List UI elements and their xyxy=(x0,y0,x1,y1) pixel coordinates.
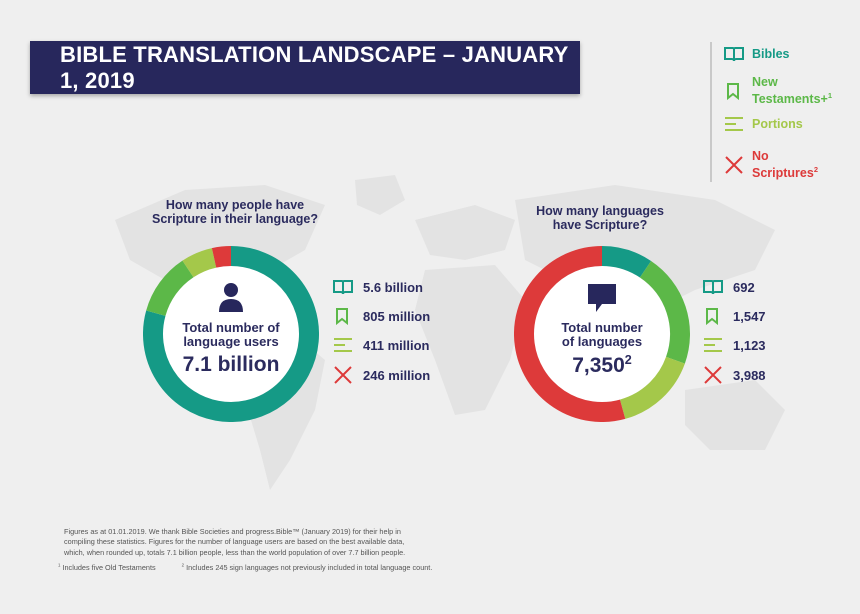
people-total: 7.1 billion xyxy=(182,353,280,376)
lines-icon xyxy=(334,338,352,352)
legend-no-scriptures-line2: Scriptures xyxy=(752,166,814,181)
languages-donut-chart xyxy=(514,246,690,422)
languages-stat-portions-value: 1,123 xyxy=(733,337,766,353)
people-stat-new-testaments-value: 805 million xyxy=(363,308,431,324)
legend-new-testaments-line2: Testaments+ xyxy=(752,92,828,107)
legend-bibles-label: Bibles xyxy=(752,46,790,61)
languages-stat-portions: 1,123 xyxy=(703,337,766,353)
footnote-note1: Includes five Old Testaments xyxy=(60,563,156,573)
languages-total: 7,350 xyxy=(572,354,625,377)
people-stat-bibles-value: 5.6 billion xyxy=(363,279,423,295)
open-book-icon xyxy=(703,280,723,295)
people-question: How many people have Scripture in their … xyxy=(130,198,340,226)
bookmark-icon xyxy=(727,83,739,101)
cross-icon xyxy=(725,156,743,174)
lines-icon xyxy=(704,338,722,352)
cross-icon xyxy=(334,366,352,384)
legend-new-testaments: New Testaments+1 xyxy=(724,76,832,106)
people-stat-no-scriptures-value: 246 million xyxy=(363,367,431,383)
languages-stat-no-scriptures-value: 3,988 xyxy=(733,367,766,383)
languages-donut-center-fill xyxy=(534,266,670,402)
legend: Bibles New Testaments+1 Portions No Scri… xyxy=(710,42,850,182)
footnote-note2-sup: 2 xyxy=(181,563,185,568)
people-question-line2: Scripture in their language? xyxy=(152,212,318,226)
people-slice-new-testaments xyxy=(146,260,194,317)
people-slice-no-scriptures xyxy=(211,246,232,268)
people-slice-portions xyxy=(182,248,217,278)
people-stat-portions-value: 411 million xyxy=(363,337,430,353)
languages-stat-new-testaments-value: 1,547 xyxy=(733,308,766,324)
languages-stat-new-testaments: 1,547 xyxy=(703,307,766,325)
legend-new-testaments-sup: 1 xyxy=(827,91,833,100)
languages-question-line2: have Scripture? xyxy=(552,218,648,232)
people-donut-chart xyxy=(143,246,319,422)
languages-question-line1: How many languages xyxy=(536,204,664,218)
languages-center-line2: of languages xyxy=(561,334,643,349)
footnote: Figures as at 01.01.2019. We thank Bible… xyxy=(64,527,464,558)
people-center-line1: Total number of xyxy=(182,320,280,335)
languages-stat-bibles-value: 692 xyxy=(733,279,755,295)
languages-center-line1: Total number xyxy=(561,320,643,335)
people-center: Total number of language users 7.1 billi… xyxy=(163,282,299,377)
open-book-icon xyxy=(333,280,353,295)
legend-no-scriptures-line1: No xyxy=(752,149,769,163)
footnote-notes: 1 Includes five Old Testaments 2 Include… xyxy=(58,563,456,572)
legend-portions-label: Portions xyxy=(752,116,803,131)
people-stat-bibles: 5.6 billion xyxy=(333,279,423,295)
person-icon xyxy=(219,283,243,312)
legend-no-scriptures: No Scriptures2 xyxy=(724,150,818,180)
people-slice-bibles xyxy=(143,246,319,422)
footnote-line2: compiling these statistics. Figures for … xyxy=(64,537,405,547)
footnote-line1: Figures as at 01.01.2019. We thank Bible… xyxy=(64,527,401,536)
languages-center: Total number of languages 7,3502 xyxy=(534,282,670,378)
lines-icon xyxy=(725,117,743,131)
languages-slice-bibles xyxy=(601,246,652,278)
people-stat-new-testaments: 805 million xyxy=(333,307,430,325)
bookmark-icon xyxy=(336,308,348,325)
languages-stat-no-scriptures: 3,988 xyxy=(703,366,766,384)
languages-slice-no-scriptures xyxy=(514,246,626,422)
page-title: BIBLE TRANSLATION LANDSCAPE – JANUARY 1,… xyxy=(30,41,580,94)
languages-total-sup: 2 xyxy=(624,353,632,367)
languages-question: How many languages have Scripture? xyxy=(500,204,700,232)
footnote-line3: which, when rounded up, totals 7.1 billi… xyxy=(64,547,406,557)
bookmark-icon xyxy=(706,308,718,325)
cross-icon xyxy=(704,366,722,384)
people-donut-center-fill xyxy=(163,266,299,402)
speech-bubble-icon xyxy=(588,284,616,312)
people-stat-no-scriptures: 246 million xyxy=(333,366,430,384)
languages-slice-portions xyxy=(619,356,685,419)
legend-bibles: Bibles xyxy=(724,46,790,62)
legend-portions: Portions xyxy=(724,116,803,132)
people-question-line1: How many people have xyxy=(165,198,305,212)
legend-no-scriptures-sup: 2 xyxy=(813,165,819,174)
footnote-note1-sup: 1 xyxy=(58,563,61,568)
languages-stat-bibles: 692 xyxy=(703,279,755,295)
open-book-icon xyxy=(724,47,744,62)
languages-slice-new-testaments xyxy=(639,260,690,364)
legend-new-testaments-line1: New xyxy=(752,75,778,89)
people-stat-portions: 411 million xyxy=(333,337,429,353)
footnote-note2: Includes 245 sign languages not previous… xyxy=(184,563,433,573)
people-center-line2: language users xyxy=(183,334,279,349)
